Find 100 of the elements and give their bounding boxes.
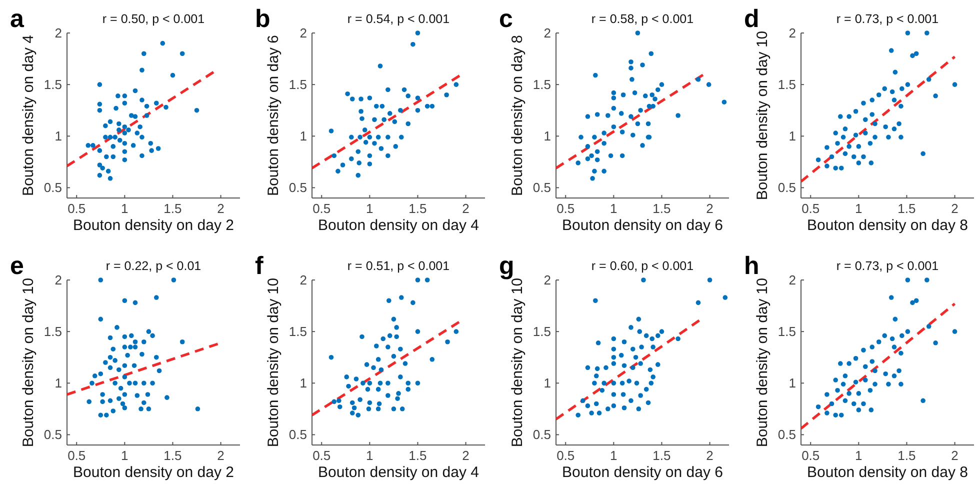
point: [842, 374, 848, 378]
point: [641, 278, 646, 282]
point: [378, 64, 383, 68]
point: [391, 354, 396, 359]
text: e: [10, 252, 24, 280]
point: [888, 48, 894, 53]
point: [636, 316, 642, 322]
point: [622, 405, 627, 410]
point: [824, 410, 830, 416]
point: [140, 134, 144, 140]
point: [861, 154, 866, 160]
point: [108, 176, 113, 181]
point: [372, 140, 377, 146]
y-tick-label: 2: [544, 26, 551, 40]
y-axis-title: Bouton density on day 10: [509, 278, 526, 448]
point: [620, 130, 625, 134]
point: [386, 393, 390, 398]
point: [98, 371, 104, 376]
point: [842, 126, 848, 132]
point: [406, 94, 411, 98]
point: [611, 106, 616, 111]
x-tick-label: 1: [610, 448, 618, 463]
point: [122, 157, 128, 162]
y-tick-label: 0.5: [288, 180, 307, 196]
point: [892, 126, 897, 132]
point: [376, 401, 382, 406]
text: a: [10, 5, 25, 33]
point: [116, 128, 122, 132]
text: h: [744, 252, 760, 280]
point: [585, 156, 590, 162]
point: [141, 51, 146, 56]
point: [676, 113, 680, 118]
point: [444, 92, 449, 98]
point: [116, 367, 122, 372]
point: [387, 111, 392, 116]
point: [358, 96, 364, 102]
point: [892, 70, 898, 75]
point: [846, 144, 852, 149]
point: [92, 374, 98, 378]
point: [365, 386, 370, 392]
point: [900, 333, 904, 338]
x-axis-title: Bouton density on day 2: [73, 464, 234, 481]
point: [345, 91, 350, 96]
point: [611, 346, 616, 352]
point: [838, 114, 843, 119]
point: [882, 86, 888, 92]
y-tick-label: 0.5: [778, 427, 796, 442]
point: [862, 364, 868, 370]
point: [104, 154, 109, 160]
point: [336, 168, 340, 174]
point: [618, 111, 624, 116]
point: [132, 114, 138, 119]
point: [367, 380, 372, 386]
point: [824, 392, 830, 397]
point: [376, 386, 381, 392]
point: [402, 87, 407, 92]
point: [122, 405, 128, 410]
point: [890, 336, 895, 342]
point: [410, 42, 416, 47]
point: [596, 410, 602, 416]
point: [630, 365, 636, 370]
y-axis-title: Bouton density on day 10: [20, 278, 37, 448]
point: [108, 119, 113, 124]
point: [648, 367, 653, 372]
point: [386, 380, 390, 386]
point: [646, 400, 651, 406]
text: g: [499, 252, 514, 280]
point: [846, 114, 852, 119]
text: b: [255, 5, 270, 33]
point: [650, 92, 655, 98]
point: [386, 344, 390, 350]
point: [352, 405, 357, 410]
point: [372, 117, 377, 122]
point: [128, 333, 134, 338]
point: [593, 298, 598, 304]
point: [635, 30, 640, 36]
point: [97, 82, 102, 87]
point: [132, 363, 137, 368]
point: [116, 396, 122, 401]
point: [445, 339, 450, 344]
point: [108, 335, 113, 340]
point: [424, 104, 430, 109]
x-tick-label: 1.5: [408, 201, 427, 216]
point: [835, 388, 840, 393]
point: [898, 104, 904, 109]
point: [898, 134, 904, 140]
point: [611, 361, 616, 366]
point: [332, 153, 337, 158]
point: [363, 140, 368, 145]
point: [366, 406, 372, 412]
y-tick-label: 1: [544, 376, 551, 391]
point: [952, 82, 958, 87]
point: [868, 160, 874, 166]
point: [952, 329, 958, 334]
point: [842, 398, 848, 404]
point: [870, 359, 875, 364]
x-tick-label: 2: [706, 448, 714, 463]
point: [371, 365, 376, 370]
point: [122, 100, 128, 106]
point: [833, 378, 838, 382]
